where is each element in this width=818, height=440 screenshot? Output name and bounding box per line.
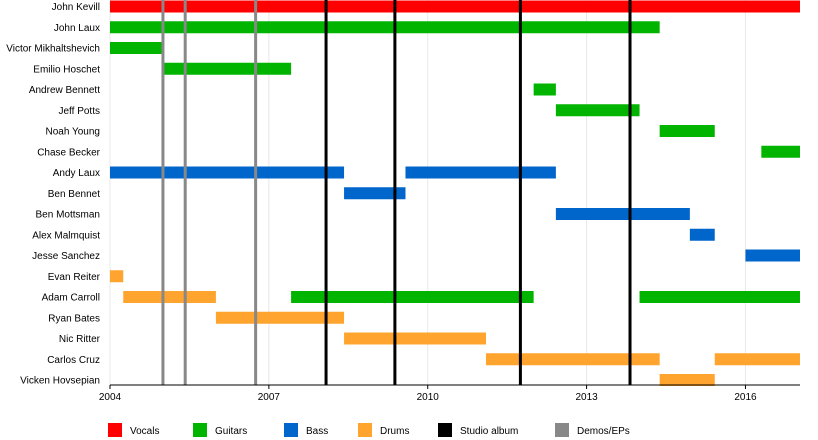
bar-chase-becker-guitars: [761, 145, 800, 158]
bar-ryan-bates-drums: [215, 311, 345, 324]
legend-swatch-studio: [438, 423, 452, 437]
legend-swatch-vocals: [108, 423, 122, 437]
x-tick-label-2013: 2013: [575, 392, 598, 403]
legend-label-drums: Drums: [380, 426, 409, 437]
bar-john-kevill-vocals: [110, 0, 800, 13]
legend-swatch-guitars: [193, 423, 207, 437]
bar-emilio-hoschet-guitars: [162, 62, 292, 75]
legend-swatch-bass: [284, 423, 298, 437]
member-label-alex-malmquist: Alex Malmquist: [32, 230, 100, 241]
x-tick-label-2010: 2010: [417, 392, 440, 403]
member-label-victor-mikhaltshevich: Victor Mikhaltshevich: [6, 44, 100, 55]
legend-label-bass: Bass: [306, 426, 328, 437]
legend-label-vocals: Vocals: [130, 426, 159, 437]
member-label-chase-becker: Chase Becker: [37, 147, 100, 158]
legend-label-guitars: Guitars: [215, 426, 247, 437]
bar-evan-reiter-drums: [110, 270, 124, 283]
bar-john-laux-guitars: [110, 21, 660, 34]
x-tick-label-2007: 2007: [258, 392, 281, 403]
member-label-evan-reiter: Evan Reiter: [48, 272, 101, 283]
legend-swatch-demo: [555, 423, 569, 437]
member-label-john-kevill: John Kevill: [52, 2, 100, 13]
member-label-nic-ritter: Nic Ritter: [59, 334, 101, 345]
bar-ben-mottsman-bass: [555, 208, 690, 220]
member-label-ben-bennet: Ben Bennet: [48, 189, 100, 200]
bar-adam-carroll-drums: [123, 291, 216, 303]
member-label-noah-young: Noah Young: [45, 127, 100, 138]
legend-label-studio: Studio album: [460, 426, 518, 437]
member-label-vicken-hovsepian: Vicken Hovsepian: [20, 376, 100, 387]
x-tick-label-2016: 2016: [734, 392, 757, 403]
bar-carlos-cruz-drums: [714, 353, 800, 366]
legend-label-demo: Demos/EPs: [577, 426, 630, 437]
release-event-lines: [161, 0, 632, 385]
member-label-ryan-bates: Ryan Bates: [48, 313, 100, 324]
member-label-carlos-cruz: Carlos Cruz: [47, 355, 100, 366]
member-label-andy-laux: Andy Laux: [53, 168, 100, 179]
bar-andy-laux-bass: [405, 166, 556, 179]
bar-nic-ritter-drums: [344, 332, 486, 345]
bar-jeff-potts-guitars: [555, 104, 640, 117]
member-label-ben-mottsman: Ben Mottsman: [36, 210, 100, 221]
bar-carlos-cruz-drums: [485, 353, 660, 366]
member-label-jesse-sanchez: Jesse Sanchez: [32, 251, 100, 262]
x-axis: 2004 2007 2010 2013 2016: [99, 384, 800, 403]
member-label-adam-carroll: Adam Carroll: [42, 293, 100, 304]
legend-swatch-drums: [358, 423, 372, 437]
bar-andy-laux-bass: [110, 166, 345, 179]
plot-area: [110, 0, 800, 384]
member-label-jeff-potts: Jeff Potts: [58, 106, 100, 117]
bar-noah-young-guitars: [659, 125, 715, 137]
member-labels: John Kevill John Laux Victor Mikhaltshevic…: [6, 2, 100, 387]
membership-bars: [110, 0, 800, 386]
member-label-emilio-hoschet: Emilio Hoschet: [33, 64, 100, 75]
bar-adam-carroll-guitars: [639, 291, 800, 303]
legend: Vocals Guitars Bass Drums Studio album Demos/…: [108, 423, 630, 437]
member-label-andrew-bennett: Andrew Bennett: [29, 85, 100, 96]
bar-ben-bennet-bass: [344, 187, 406, 200]
bar-victor-mikhaltshevich-guitars: [110, 42, 163, 54]
member-label-john-laux: John Laux: [54, 23, 100, 34]
x-tick-label-2004: 2004: [99, 392, 122, 403]
bar-alex-malmquist-bass: [689, 228, 715, 241]
bar-adam-carroll-guitars: [291, 291, 534, 303]
bar-andrew-bennett-guitars: [533, 83, 556, 96]
bar-jesse-sanchez-bass: [745, 249, 800, 262]
bar-vicken-hovsepian-drums: [659, 374, 715, 386]
